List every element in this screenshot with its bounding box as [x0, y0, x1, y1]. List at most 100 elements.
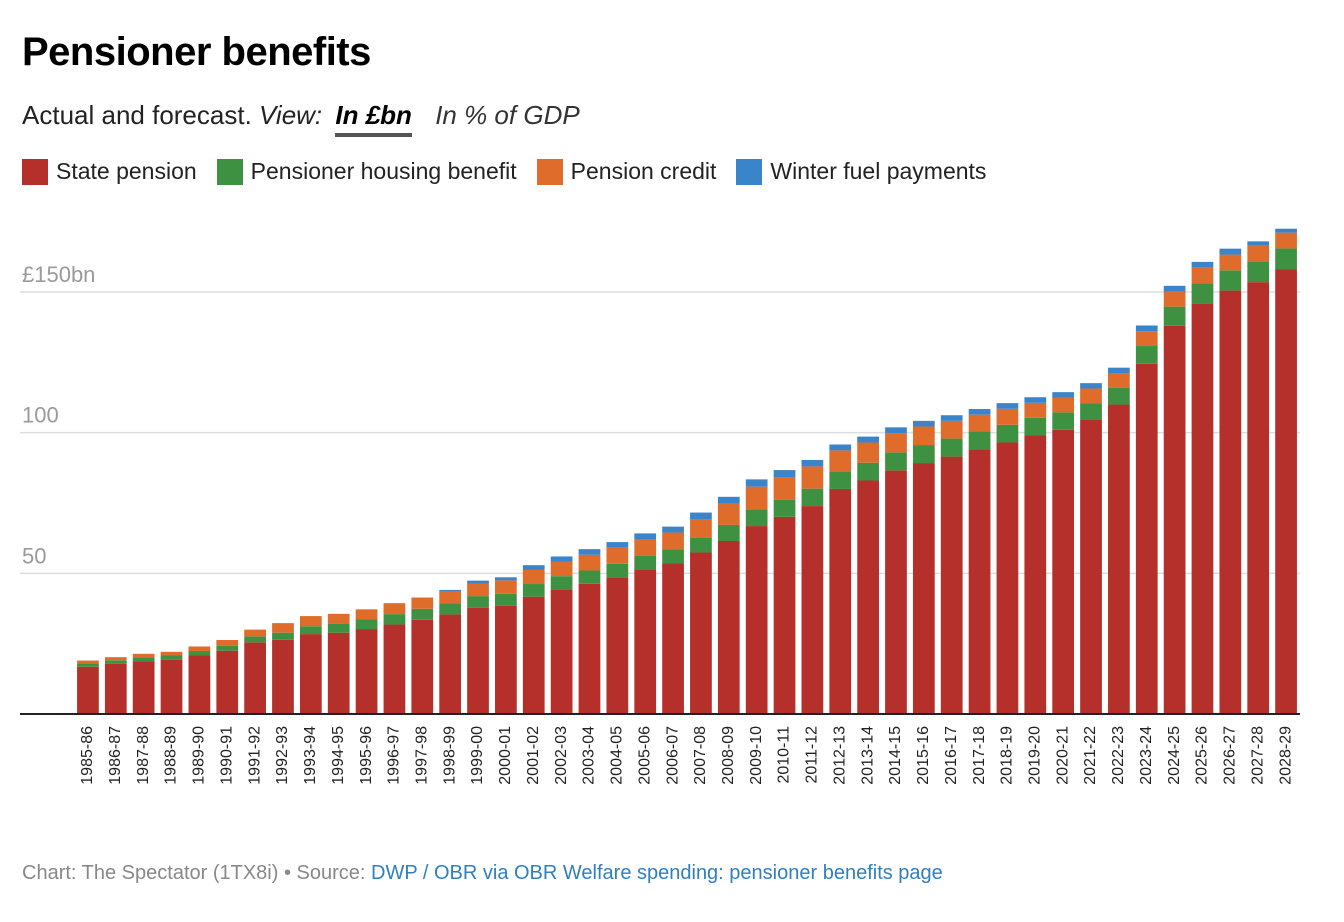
x-tick-label: 1987-88 [135, 726, 152, 785]
x-tick-label: 1985-86 [79, 726, 96, 785]
x-tick-label: 1988-89 [163, 726, 180, 785]
x-tick-label: 1996-97 [386, 726, 403, 785]
bar-segment-pension-credit [606, 547, 629, 564]
bar-segment-state-pension [216, 650, 239, 714]
legend-item-winter-fuel[interactable]: Winter fuel payments [736, 158, 986, 185]
bar-segment-housing-benefit [272, 632, 294, 640]
bar-segment-pension-credit [467, 583, 489, 597]
bar-segment-housing-benefit [550, 576, 573, 590]
bar-segment-housing-benefit [327, 623, 350, 633]
footer-source-link[interactable]: DWP / OBR via OBR Welfare spending: pens… [371, 862, 943, 884]
bar-segment-state-pension [996, 442, 1019, 714]
bar-segment-state-pension [801, 506, 824, 714]
bar-segment-housing-benefit [1275, 248, 1297, 270]
subtitle-text: Actual and forecast. [22, 100, 252, 130]
stacked-bar-chart: 50 100 £150bn 1985-86 1986-87 1987-88 1988-89 1… [20, 228, 1300, 785]
x-tick-label: 2019-20 [1027, 726, 1044, 785]
bar-segment-winter-fuel [968, 409, 991, 415]
bar-segment-housing-benefit [857, 462, 879, 481]
bar-segment-winter-fuel [1247, 241, 1270, 246]
legend-item-state-pension[interactable]: State pension [22, 158, 197, 185]
view-label: View: [259, 100, 323, 130]
bar-segment-housing-benefit [1191, 283, 1214, 304]
bar-segment-state-pension [606, 577, 629, 714]
bar-segment-pension-credit [662, 532, 684, 550]
bar-segment-winter-fuel [745, 479, 768, 487]
bar-segment-state-pension [1191, 303, 1214, 714]
bar-segment-state-pension [188, 655, 211, 714]
bar-segment-state-pension [383, 624, 406, 714]
x-tick-label: 2017-18 [971, 726, 988, 785]
bar-segment-housing-benefit [690, 537, 712, 553]
bar-segment-pension-credit [1135, 331, 1158, 347]
x-tick-label: 2008-09 [720, 726, 737, 785]
chart-subtitle: Actual and forecast. View: In £bn In % o… [22, 100, 580, 137]
bar-segment-state-pension [439, 614, 462, 714]
toggle-in-gdp[interactable]: In % of GDP [435, 100, 580, 130]
x-tick-label: 1991-92 [246, 726, 263, 785]
legend-item-pension-credit[interactable]: Pension credit [536, 158, 716, 185]
bar-segment-housing-benefit [77, 663, 99, 667]
bar-segment-state-pension [829, 488, 852, 714]
bar-segment-state-pension [662, 563, 684, 714]
legend-label-winter-fuel: Winter fuel payments [770, 158, 987, 184]
toggle-in-bn[interactable]: In £bn [335, 100, 412, 137]
bar-segment-pension-credit [550, 561, 573, 577]
bar-segment-state-pension [773, 516, 796, 714]
bar-segment-pension-credit [439, 591, 462, 604]
x-tick-label: 2007-08 [692, 726, 709, 785]
bar-segment-pension-credit [216, 640, 239, 646]
x-tick-label: 2002-03 [553, 726, 570, 785]
bar-segment-pension-credit [885, 433, 907, 453]
bar-segment-state-pension [1275, 269, 1297, 714]
bar-segment-state-pension [132, 661, 155, 714]
legend-item-housing-benefit[interactable]: Pensioner housing benefit [216, 158, 517, 185]
bar-segment-pension-credit [104, 657, 127, 661]
bar-segment-winter-fuel [467, 580, 489, 584]
x-tick-label: 2016-17 [943, 726, 960, 785]
bar-segment-housing-benefit [578, 570, 601, 584]
bar-segment-pension-credit [1219, 254, 1242, 271]
x-tick-label: 2026-27 [1222, 726, 1239, 785]
legend-swatch-housing-benefit [216, 158, 243, 185]
bar-segment-pension-credit [132, 653, 155, 658]
x-tick-label: 1994-95 [330, 726, 347, 785]
bar-segment-winter-fuel [1052, 392, 1075, 398]
x-tick-label: 1995-96 [358, 726, 375, 785]
bar-segment-pension-credit [1108, 373, 1130, 388]
bar-segment-pension-credit [801, 466, 824, 489]
x-tick-label: 2025-26 [1194, 726, 1211, 785]
bar-segment-pension-credit [411, 597, 434, 609]
x-tick-label: 1992-93 [274, 726, 291, 785]
bar-segment-state-pension [1052, 429, 1075, 714]
bar-segment-housing-benefit [634, 555, 657, 570]
bar-segment-housing-benefit [912, 445, 935, 464]
bar-segment-housing-benefit [244, 636, 266, 643]
bar-segment-state-pension [1024, 435, 1047, 714]
bar-segment-housing-benefit [773, 499, 796, 517]
bar-segment-state-pension [968, 449, 991, 714]
bar-segment-winter-fuel [1219, 248, 1242, 255]
x-tick-label: 1998-99 [441, 726, 458, 785]
bar-segment-state-pension [634, 569, 657, 714]
bar-segment-winter-fuel [829, 444, 852, 451]
legend-swatch-pension-credit [536, 158, 563, 185]
bar-segment-winter-fuel [690, 512, 712, 520]
legend-label-state-pension: State pension [56, 158, 197, 184]
bar-segment-pension-credit [690, 519, 712, 538]
bar-segment-pension-credit [1052, 397, 1075, 413]
bar-segment-pension-credit [634, 539, 657, 556]
bar-segment-winter-fuel [662, 526, 684, 533]
bar-segment-pension-credit [773, 477, 796, 500]
bar-segment-winter-fuel [634, 533, 657, 540]
bar-segment-pension-credit [522, 569, 545, 585]
bar-segment-housing-benefit [940, 438, 963, 457]
x-tick-label: 2004-05 [609, 726, 626, 785]
bar-segment-housing-benefit [355, 619, 378, 630]
bar-segment-winter-fuel [606, 542, 629, 548]
x-tick-label: 1999-00 [469, 726, 486, 785]
bar-segment-pension-credit [355, 609, 378, 620]
bar-segment-winter-fuel [801, 459, 824, 467]
bar-segment-winter-fuel [522, 565, 545, 570]
legend-swatch-winter-fuel [736, 158, 763, 185]
